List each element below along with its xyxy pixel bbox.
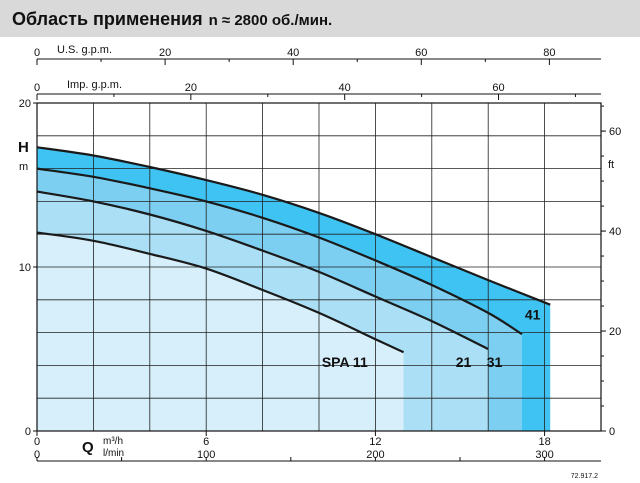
x-tick-label-m3h: 6 [203, 436, 209, 448]
top-axis-usgpm-label: 80 [543, 47, 555, 59]
top-axis-usgpm-label: 0 [34, 47, 40, 59]
x-axis-unit-m3h: m³/h [103, 436, 123, 447]
top-axis-usgpm-label: 40 [287, 47, 299, 59]
top-axis-impgpm-label: 60 [492, 82, 504, 94]
y-right-tick-label: 60 [609, 126, 621, 138]
x-axis-unit-lmin: l/min [103, 448, 124, 459]
y-right-tick-label: 0 [609, 426, 615, 438]
chart-title: Область применения n ≈ 2800 об./мин. [12, 9, 332, 30]
x-axis-label: Q [82, 439, 94, 456]
curve-41 [36, 146, 551, 306]
chart-subtitle: n ≈ 2800 об./мин. [208, 12, 333, 29]
top-axis-impgpm-label: 40 [339, 82, 351, 94]
series-label-spa-11: SPA 11 [322, 354, 368, 370]
top-axis-usgpm-title: U.S. g.p.m. [57, 44, 112, 56]
top-axis-impgpm-label: 0 [34, 82, 40, 94]
y-right-tick-label: 40 [609, 226, 621, 238]
x-tick-label-m3h: 12 [369, 436, 381, 448]
y-left-tick-label: 10 [19, 262, 31, 274]
x-tick-label-lmin: 200 [366, 449, 384, 461]
figure-code: 72.917.2 [571, 473, 598, 480]
series-label-31: 31 [487, 354, 503, 370]
x-tick-label-m3h: 18 [538, 436, 550, 448]
top-axis-usgpm-label: 20 [159, 47, 171, 59]
top-axis-impgpm-title: Imp. g.p.m. [67, 79, 122, 91]
chart-title-text: Область применения [12, 9, 203, 29]
top-axis-impgpm-label: 20 [185, 82, 197, 94]
y-left-tick-label: 0 [25, 426, 31, 438]
curve-21 [36, 190, 489, 350]
x-tick-label-lmin: 300 [535, 449, 553, 461]
y-left-tick-label: 20 [19, 98, 31, 110]
chart-grid [36, 102, 602, 432]
performance-curves [36, 146, 551, 354]
y-left-axis-label: H [18, 139, 29, 156]
x-tick-label-lmin: 100 [197, 449, 215, 461]
area-spa-11 [37, 232, 404, 431]
y-left-axis-unit: m [19, 161, 28, 173]
chart-header: Область применения n ≈ 2800 об./мин. [0, 0, 640, 37]
y-right-tick-label: 20 [609, 326, 621, 338]
curve-spa-11 [36, 231, 405, 354]
x-tick-label-lmin: 0 [34, 449, 40, 461]
top-axis-usgpm-label: 60 [415, 47, 427, 59]
x-tick-label-m3h: 0 [34, 436, 40, 448]
y-right-axis-unit: ft [608, 159, 614, 171]
series-label-21: 21 [456, 354, 472, 370]
operating-areas [37, 147, 551, 432]
series-label-41: 41 [525, 306, 541, 322]
curve-31 [36, 167, 523, 336]
chart-labels: SPA 11 21 31 41 72.917.2 [322, 306, 598, 480]
